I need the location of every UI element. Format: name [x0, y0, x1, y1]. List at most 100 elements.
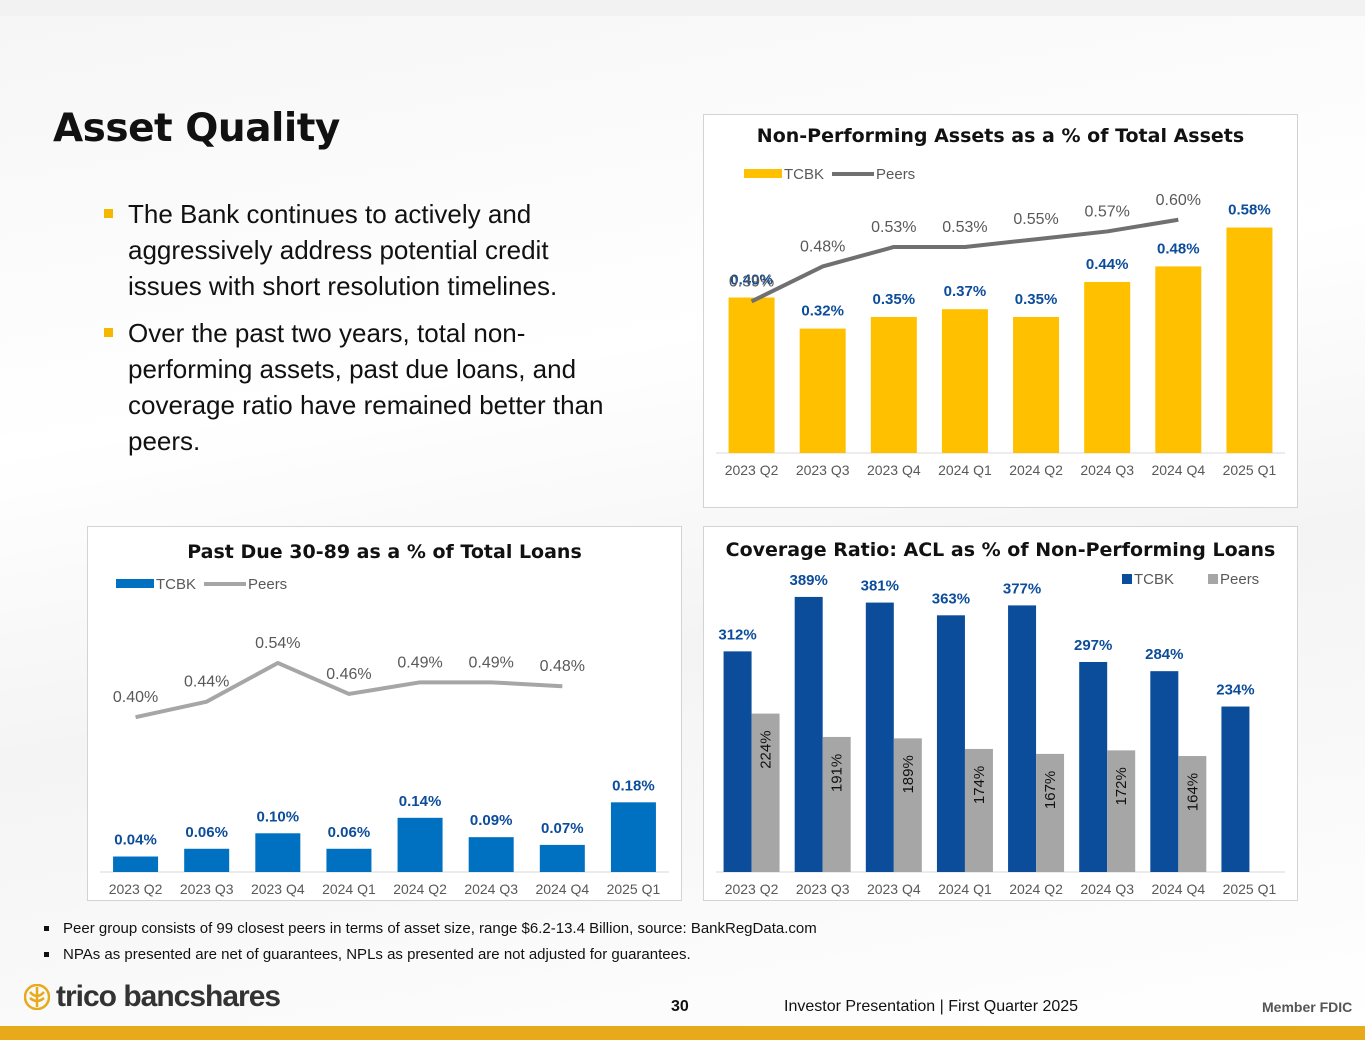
data-label-tcbk: 381% [861, 578, 899, 595]
company-logo: trico bancshares [24, 980, 281, 1014]
past-due-chart: Past Due 30-89 as a % of Total Loans 2023… [100, 541, 669, 897]
bar-tcbk [610, 802, 656, 872]
bar-tcbk [184, 848, 230, 872]
line-peers [750, 217, 1179, 304]
data-label-peers: 224% [758, 730, 775, 768]
data-label-tcbk: 297% [1074, 637, 1112, 654]
bar-tcbk [113, 856, 159, 872]
logo-mark-icon [24, 984, 50, 1010]
x-tick-label: 2024 Q4 [535, 881, 589, 897]
x-tick-label: 2025 Q1 [1223, 881, 1277, 897]
x-tick-label: 2024 Q1 [938, 462, 992, 478]
x-tick-label: 2024 Q1 [322, 881, 376, 897]
data-label-tcbk: 0.06% [185, 824, 228, 841]
x-tick-label: 2024 Q2 [393, 881, 447, 897]
legend-swatch-tcbk [116, 579, 154, 588]
data-label-tcbk: 377% [1003, 580, 1041, 597]
bar-tcbk [1226, 227, 1273, 453]
data-label-tcbk: 0.35% [1015, 291, 1058, 308]
past-due-chart-panel: Past Due 30-89 as a % of Total Loans 2023… [87, 526, 682, 901]
data-label-peers: 167% [1042, 771, 1059, 809]
x-tick-label: 2025 Q1 [607, 881, 661, 897]
bar-tcbk [397, 817, 443, 872]
bar-tcbk [1084, 281, 1131, 453]
legend-label-tcbk: TCBK [156, 576, 196, 593]
bar-tcbk [723, 651, 752, 872]
footer-text: Investor Presentation | First Quarter 20… [784, 998, 1079, 1015]
bar-tcbk [1150, 671, 1179, 872]
bar-tcbk [539, 844, 585, 872]
data-label-tcbk: 389% [790, 572, 828, 589]
chart-title: Coverage Ratio: ACL as % of Non-Performi… [726, 539, 1276, 561]
x-tick-label: 2024 Q1 [938, 881, 992, 897]
data-label-tcbk: 0.06% [328, 824, 371, 841]
bullet-item: The Bank continues to actively and aggre… [104, 196, 624, 304]
legend-label-tcbk: TCBK [784, 166, 824, 183]
data-label-tcbk: 234% [1216, 682, 1254, 699]
x-tick-label: 2024 Q3 [464, 881, 518, 897]
data-label-peers: 0.48% [800, 238, 845, 255]
x-tick-label: 2023 Q4 [251, 881, 305, 897]
data-label-tcbk: 284% [1145, 646, 1183, 663]
x-tick-label: 2024 Q4 [1151, 881, 1205, 897]
bar-peers [893, 738, 922, 872]
legend-swatch-peers [1208, 574, 1218, 584]
footnote: NPAs as presented are net of guarantees,… [42, 942, 817, 968]
x-tick-label: 2024 Q3 [1080, 881, 1134, 897]
x-tick-label: 2023 Q3 [796, 462, 850, 478]
data-label-tcbk: 0.09% [470, 812, 513, 829]
data-label-tcbk: 312% [718, 626, 756, 643]
data-label-peers: 0.53% [871, 219, 916, 236]
fdic-badge: Member FDIC [1262, 999, 1353, 1015]
x-tick-label: 2023 Q2 [109, 881, 163, 897]
x-tick-label: 2024 Q3 [1080, 462, 1134, 478]
x-tick-label: 2024 Q4 [1151, 462, 1205, 478]
npa-chart-panel: Non-Performing Assets as a % of Total As… [703, 114, 1298, 508]
x-tick-label: 2023 Q4 [867, 881, 921, 897]
data-label-tcbk: 0.48% [1157, 240, 1200, 257]
bar-peers [1107, 750, 1136, 872]
bar-peers [751, 713, 780, 872]
bar-peers [822, 736, 851, 872]
coverage-chart-panel: Coverage Ratio: ACL as % of Non-Performi… [703, 526, 1298, 901]
data-label-peers: 0.49% [469, 654, 514, 671]
bottom-bar [0, 1026, 1365, 1040]
legend-label-peers: Peers [1220, 571, 1259, 588]
x-tick-label: 2023 Q3 [180, 881, 234, 897]
data-label-tcbk: 0.44% [1086, 256, 1129, 273]
line-peers [135, 660, 563, 720]
bar-tcbk [1155, 266, 1202, 453]
footnotes: Peer group consists of 99 closest peers … [42, 916, 817, 968]
data-label-peers: 189% [900, 755, 917, 793]
data-label-peers: 174% [971, 766, 988, 804]
legend-label-tcbk: TCBK [1134, 571, 1174, 588]
legend-label-peers: Peers [248, 576, 287, 593]
data-label-tcbk: 0.04% [114, 832, 157, 849]
bar-tcbk [326, 848, 372, 872]
bar-tcbk [941, 309, 988, 453]
bar-tcbk [1013, 316, 1060, 453]
x-tick-label: 2024 Q2 [1009, 462, 1063, 478]
bar-tcbk [1221, 706, 1250, 872]
data-label-peers: 0.57% [1085, 203, 1130, 220]
bar-tcbk [799, 328, 846, 453]
x-tick-label: 2023 Q2 [725, 881, 779, 897]
bar-tcbk [870, 316, 917, 453]
coverage-chart: Coverage Ratio: ACL as % of Non-Performi… [716, 539, 1285, 897]
bullet-list: The Bank continues to actively and aggre… [104, 196, 624, 470]
x-tick-label: 2023 Q3 [796, 881, 850, 897]
data-label-peers: 0.39% [729, 273, 774, 290]
data-label-peers: 0.54% [255, 635, 300, 652]
chart-title: Non-Performing Assets as a % of Total As… [757, 125, 1244, 147]
bar-tcbk [794, 596, 823, 872]
page-title: Asset Quality [53, 106, 340, 151]
data-label-tcbk: 0.40% [730, 272, 773, 289]
bar-tcbk [865, 602, 894, 872]
page-number: 30 [671, 998, 689, 1015]
data-label-peers: 0.49% [397, 654, 442, 671]
bar-peers [1178, 756, 1207, 872]
data-label-tcbk: 0.14% [399, 793, 442, 810]
bar-peers [1036, 753, 1065, 872]
bar-tcbk [1079, 661, 1108, 872]
npa-chart: Non-Performing Assets as a % of Total As… [716, 125, 1285, 478]
